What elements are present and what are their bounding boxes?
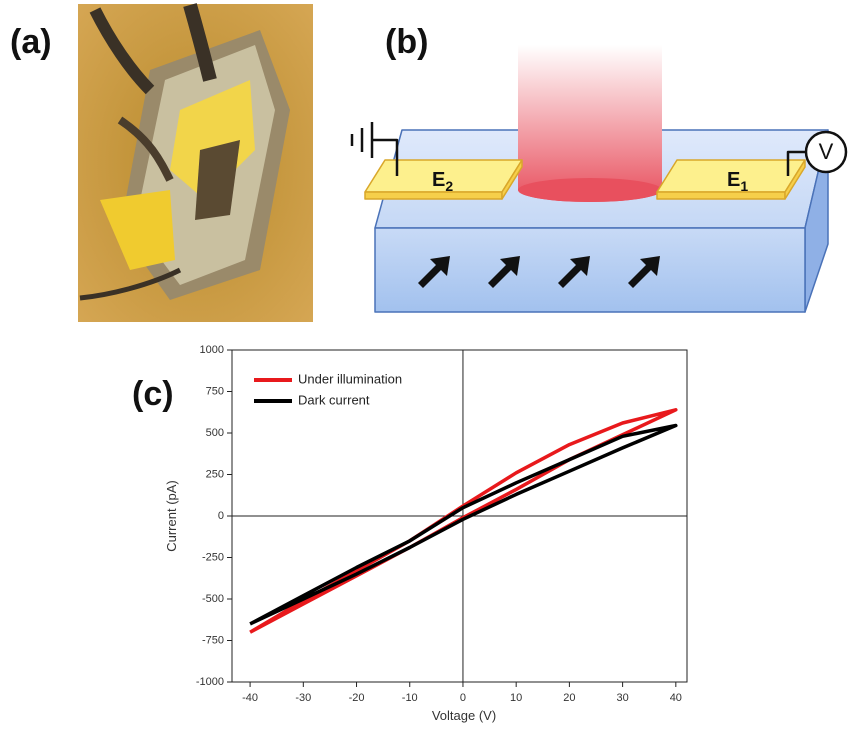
y-axis-label: Current (pA) <box>164 480 179 552</box>
legend-label: Dark current <box>298 392 370 407</box>
x-tick-label: 0 <box>460 692 466 704</box>
panel-label: (b) <box>385 23 428 61</box>
electrode-letter: E <box>432 169 445 191</box>
device-schematic <box>350 45 848 313</box>
y-tick-label: 750 <box>206 385 224 397</box>
panel-label: (c) <box>132 375 174 413</box>
electrode-subscript: 1 <box>740 178 748 194</box>
y-tick-label: -500 <box>202 593 224 605</box>
meter-label: V <box>819 139 834 164</box>
x-tick-label: 30 <box>616 692 628 704</box>
x-tick-label: -40 <box>242 692 258 704</box>
y-tick-label: 1000 <box>200 344 224 356</box>
x-tick-label: 10 <box>510 692 522 704</box>
x-tick-label: 20 <box>563 692 575 704</box>
data-line <box>249 423 678 626</box>
y-tick-label: 500 <box>206 427 224 439</box>
electrode-label: E1 <box>727 169 748 194</box>
y-tick-label: 250 <box>206 468 224 480</box>
electrode-label: E2 <box>432 169 453 194</box>
electrode-subscript: 2 <box>445 178 453 194</box>
x-axis-label: Voltage (V) <box>432 708 496 723</box>
y-tick-label: -250 <box>202 551 224 563</box>
legend-label: Under illumination <box>298 371 402 386</box>
x-tick-label: -30 <box>295 692 311 704</box>
y-tick-label: -1000 <box>196 676 224 688</box>
photo <box>78 3 313 322</box>
x-tick-label: 40 <box>670 692 682 704</box>
panel-label: (a) <box>10 23 52 61</box>
y-tick-label: -750 <box>202 634 224 646</box>
electrode-letter: E <box>727 169 740 191</box>
x-tick-label: -20 <box>349 692 365 704</box>
y-tick-label: 0 <box>218 510 224 522</box>
x-tick-label: -10 <box>402 692 418 704</box>
